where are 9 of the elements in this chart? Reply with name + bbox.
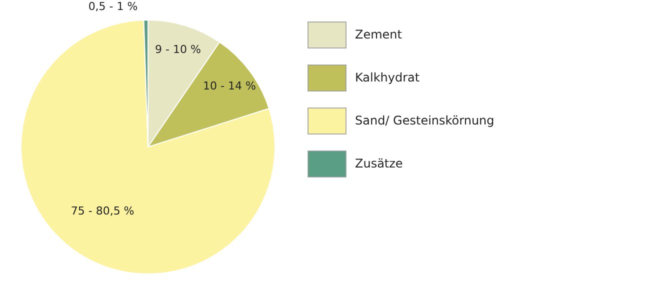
legend-label: Zement	[355, 27, 402, 42]
data-label: 0,5 - 1 %	[88, 0, 138, 14]
data-label: 75 - 80,5 %	[70, 204, 134, 218]
data-label: 10 - 14 %	[203, 79, 256, 92]
pie-slice	[20, 20, 276, 274]
data-label: 9 - 10 %	[154, 42, 201, 56]
legend-label: Zusätze	[355, 156, 403, 170]
legend-label: Kalkhydrat	[355, 70, 420, 84]
legend-label: Sand/ Gesteinskörnung	[355, 113, 494, 128]
